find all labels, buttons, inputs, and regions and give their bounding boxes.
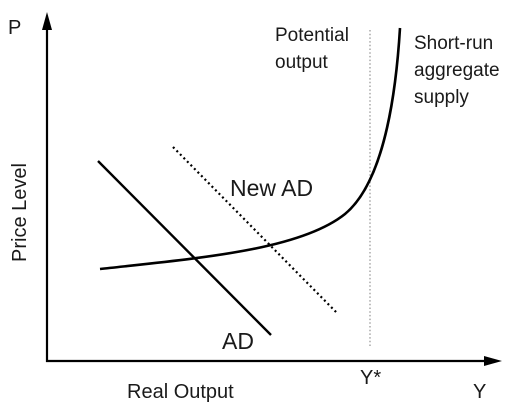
y-axis-arrowhead <box>42 12 52 30</box>
potential-output-annotation: Potential output <box>275 25 349 73</box>
sras-label-line-1: Short-run <box>414 33 493 54</box>
ad-label: AD <box>222 328 254 354</box>
y-axis-symbol: P <box>8 17 21 39</box>
sras-curve <box>99 27 402 271</box>
ad-curve <box>97 160 272 336</box>
potential-output-line-2: output <box>275 52 329 73</box>
potential-output-line-1: Potential <box>275 25 349 46</box>
potential-output-tick-label: Y* <box>360 367 381 389</box>
x-axis-arrowhead <box>484 356 502 366</box>
new-ad-curve <box>172 146 339 315</box>
sras-label-line-3: supply <box>414 87 469 108</box>
x-axis-symbol: Y <box>473 381 486 403</box>
y-axis-label: Price Level <box>9 163 31 262</box>
axes <box>42 12 502 366</box>
sras-label-line-2: aggregate <box>414 60 500 81</box>
sras-annotation: Short-run aggregate supply <box>414 33 500 108</box>
new-ad-label: New AD <box>230 175 313 201</box>
x-axis-label: Real Output <box>127 381 234 403</box>
